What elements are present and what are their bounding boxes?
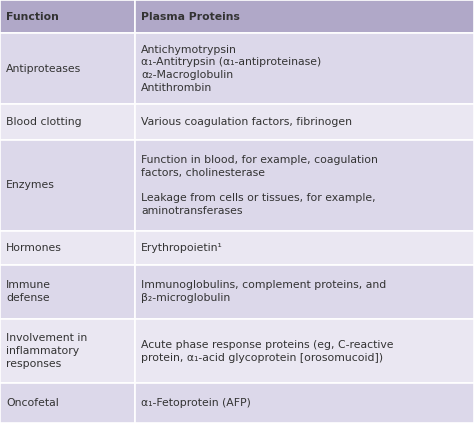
Bar <box>0 319 135 383</box>
Bar <box>135 0 474 33</box>
Text: Erythropoietin¹: Erythropoietin¹ <box>141 243 223 253</box>
Bar <box>0 140 135 231</box>
Bar <box>0 265 135 319</box>
Text: Hormones: Hormones <box>6 243 62 253</box>
Text: α₁-Fetoprotein (AFP): α₁-Fetoprotein (AFP) <box>141 398 251 408</box>
Text: Function in blood, for example, coagulation
factors, cholinesterase

Leakage fro: Function in blood, for example, coagulat… <box>141 155 378 216</box>
Bar <box>135 319 474 383</box>
Text: Acute phase response proteins (eg, C-reactive
protein, α₁-acid glycoprotein [oro: Acute phase response proteins (eg, C-rea… <box>141 340 393 363</box>
Bar <box>0 104 135 140</box>
Text: Plasma Proteins: Plasma Proteins <box>141 12 240 22</box>
Text: Enzymes: Enzymes <box>6 181 55 190</box>
Bar <box>0 383 135 423</box>
Bar <box>135 140 474 231</box>
Text: Immune
defense: Immune defense <box>6 280 51 303</box>
Bar <box>135 383 474 423</box>
Bar <box>135 104 474 140</box>
Text: Oncofetal: Oncofetal <box>6 398 59 408</box>
Text: Immunoglobulins, complement proteins, and
β₂-microglobulin: Immunoglobulins, complement proteins, an… <box>141 280 386 303</box>
Text: Function: Function <box>6 12 59 22</box>
Bar <box>135 265 474 319</box>
Bar <box>0 0 135 33</box>
Text: Involvement in
inflammatory
responses: Involvement in inflammatory responses <box>6 333 87 369</box>
Bar <box>135 33 474 104</box>
Bar <box>0 33 135 104</box>
Text: Blood clotting: Blood clotting <box>6 117 82 127</box>
Text: Antichymotrypsin
α₁-Antitrypsin (α₁-antiproteinase)
α₂-Macroglobulin
Antithrombi: Antichymotrypsin α₁-Antitrypsin (α₁-anti… <box>141 44 321 93</box>
Text: Various coagulation factors, fibrinogen: Various coagulation factors, fibrinogen <box>141 117 352 127</box>
Text: Antiproteases: Antiproteases <box>6 64 81 74</box>
Bar <box>135 231 474 265</box>
Bar <box>0 231 135 265</box>
